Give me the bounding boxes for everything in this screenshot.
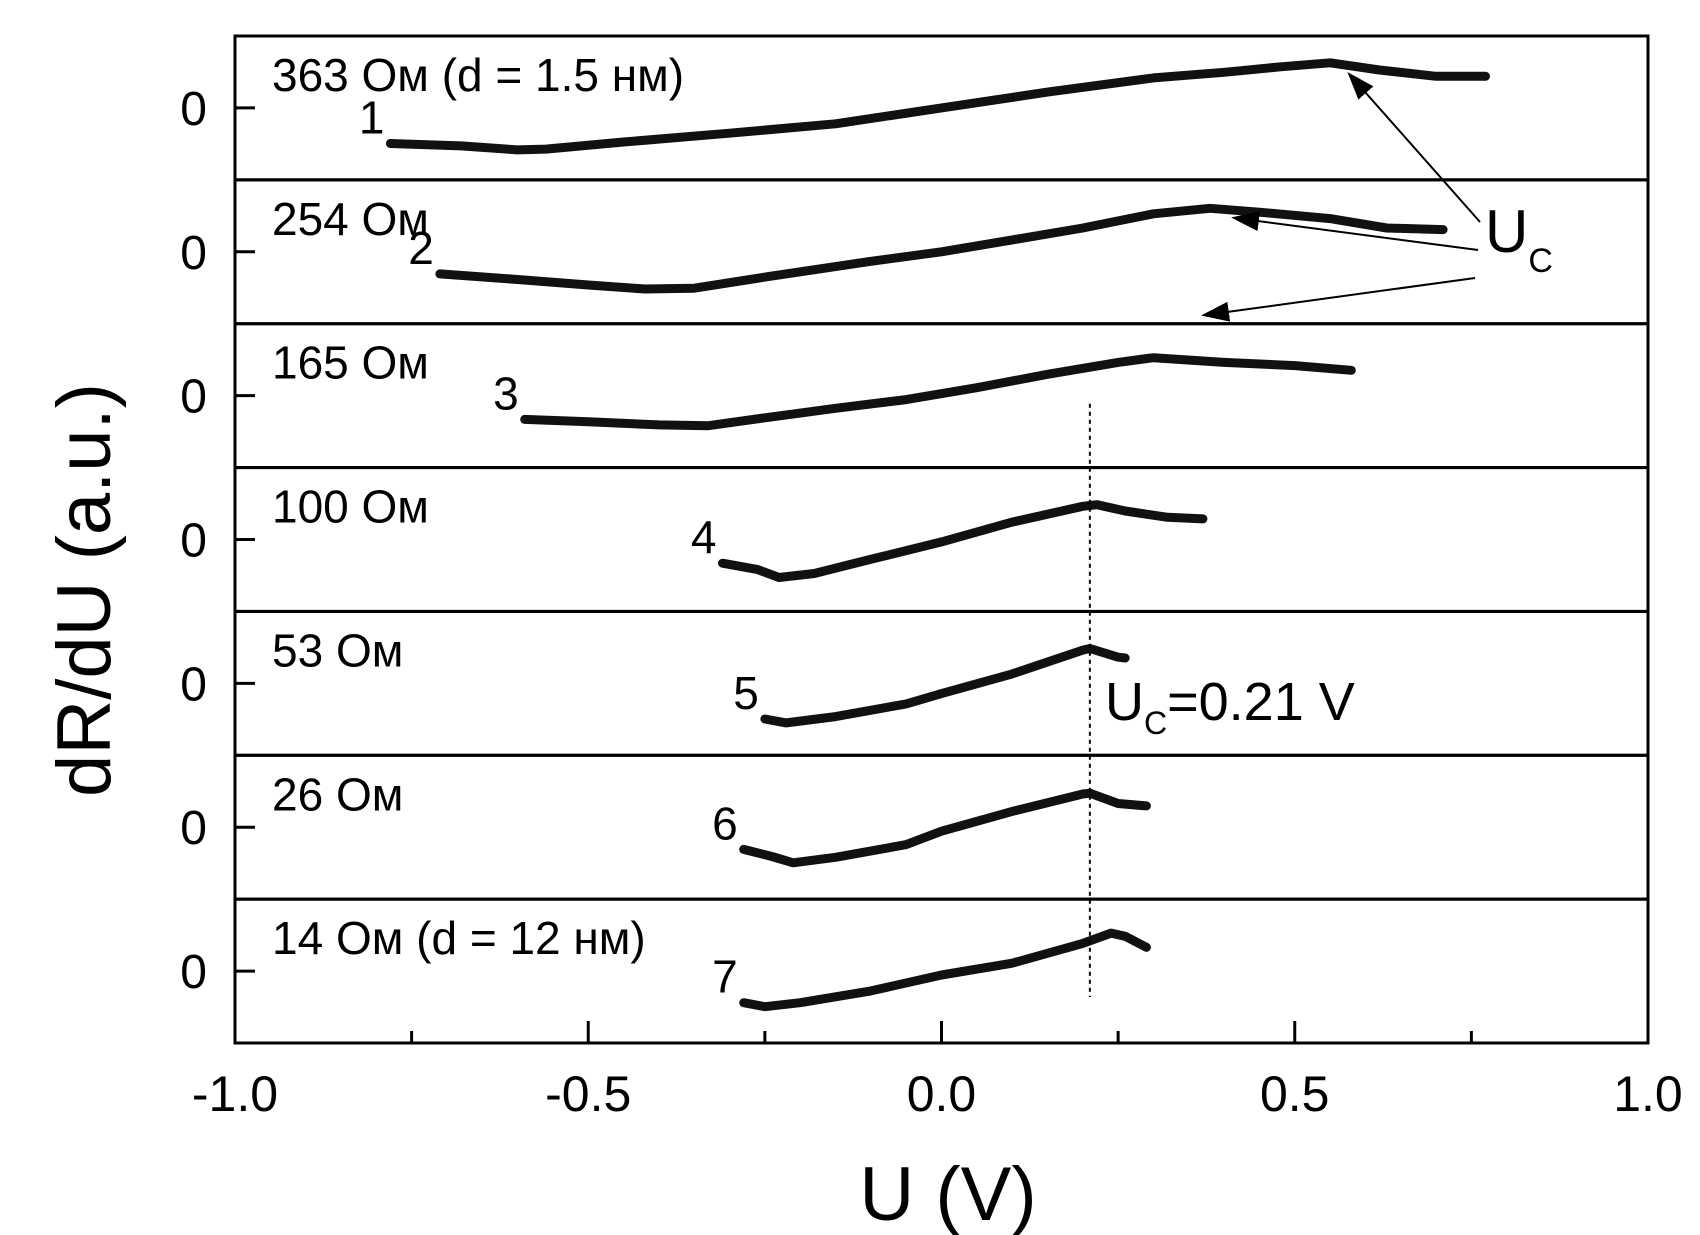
panel-label-7: 14 Ом (d = 12 нм) xyxy=(272,912,646,964)
panel-zero-label-2: 0 xyxy=(180,227,207,280)
panel-label-6: 26 Ом xyxy=(272,768,403,820)
uc-value-annotation: UC=0.21 V xyxy=(1105,672,1355,741)
series-line-4 xyxy=(718,500,1208,582)
curve-number-1: 1 xyxy=(359,92,385,144)
panel-label-5: 53 Ом xyxy=(272,624,403,676)
uc-main: U xyxy=(1105,672,1144,732)
panel-zero-label-6: 0 xyxy=(180,802,207,855)
curve-number-4: 4 xyxy=(691,511,717,563)
panel-zero-label-4: 0 xyxy=(180,515,207,568)
uc-arrow-sub: C xyxy=(1528,242,1553,280)
x-tick-label: 0.5 xyxy=(1260,1066,1330,1122)
uc-sub: C xyxy=(1144,705,1167,741)
panel-zero-label-7: 0 xyxy=(180,946,207,999)
curve-number-6: 6 xyxy=(712,797,738,849)
uc-rest: =0.21 V xyxy=(1167,672,1355,732)
panel-label-2: 254 Ом xyxy=(272,193,429,245)
uc-arrow-label: UC xyxy=(1485,198,1553,280)
series-line-1 xyxy=(385,58,1490,155)
x-tick-label: -0.5 xyxy=(545,1066,631,1122)
uc-arrow-2 xyxy=(1231,211,1479,251)
series-line-7 xyxy=(739,928,1151,1012)
x-axis-ticks: -1.0 -0.5 0.0 0.5 1.0 xyxy=(192,1021,1683,1122)
x-tick-label: 0.0 xyxy=(907,1066,977,1122)
panel-zero-label-1: 0 xyxy=(180,83,207,136)
series-line-5 xyxy=(760,644,1130,728)
curve-number-3: 3 xyxy=(493,367,519,419)
series-line-3 xyxy=(520,353,1356,431)
curve-number-7: 7 xyxy=(712,951,738,1003)
panel-frame-5 xyxy=(233,609,1650,757)
series-line-2 xyxy=(435,203,1448,294)
x-tick-label: 1.0 xyxy=(1613,1066,1683,1122)
curve-number-5: 5 xyxy=(733,667,759,719)
panel-label-3: 165 Ом xyxy=(272,337,429,389)
curve-number-2: 2 xyxy=(408,222,434,274)
uc-arrow-main: U xyxy=(1485,198,1528,265)
series-line-6 xyxy=(739,788,1151,868)
y-axis-title: dR/dU (a.u.) xyxy=(42,383,127,797)
x-axis-title: U (V) xyxy=(859,1152,1036,1235)
uc-arrow-3 xyxy=(1201,277,1476,322)
panel-label-1: 363 Ом (d = 1.5 нм) xyxy=(272,49,684,101)
plot-area: 0 363 Ом (d = 1.5 нм)1 0 254 Ом2 0 165 Ом 3 0 10… xyxy=(180,34,1650,1045)
panel-zero-label-3: 0 xyxy=(180,371,207,424)
uc-arrow-1 xyxy=(1347,72,1481,223)
panel-zero-label-5: 0 xyxy=(180,658,207,711)
x-tick-label: -1.0 xyxy=(192,1066,278,1122)
panel-label-4: 100 Ом xyxy=(272,481,429,533)
